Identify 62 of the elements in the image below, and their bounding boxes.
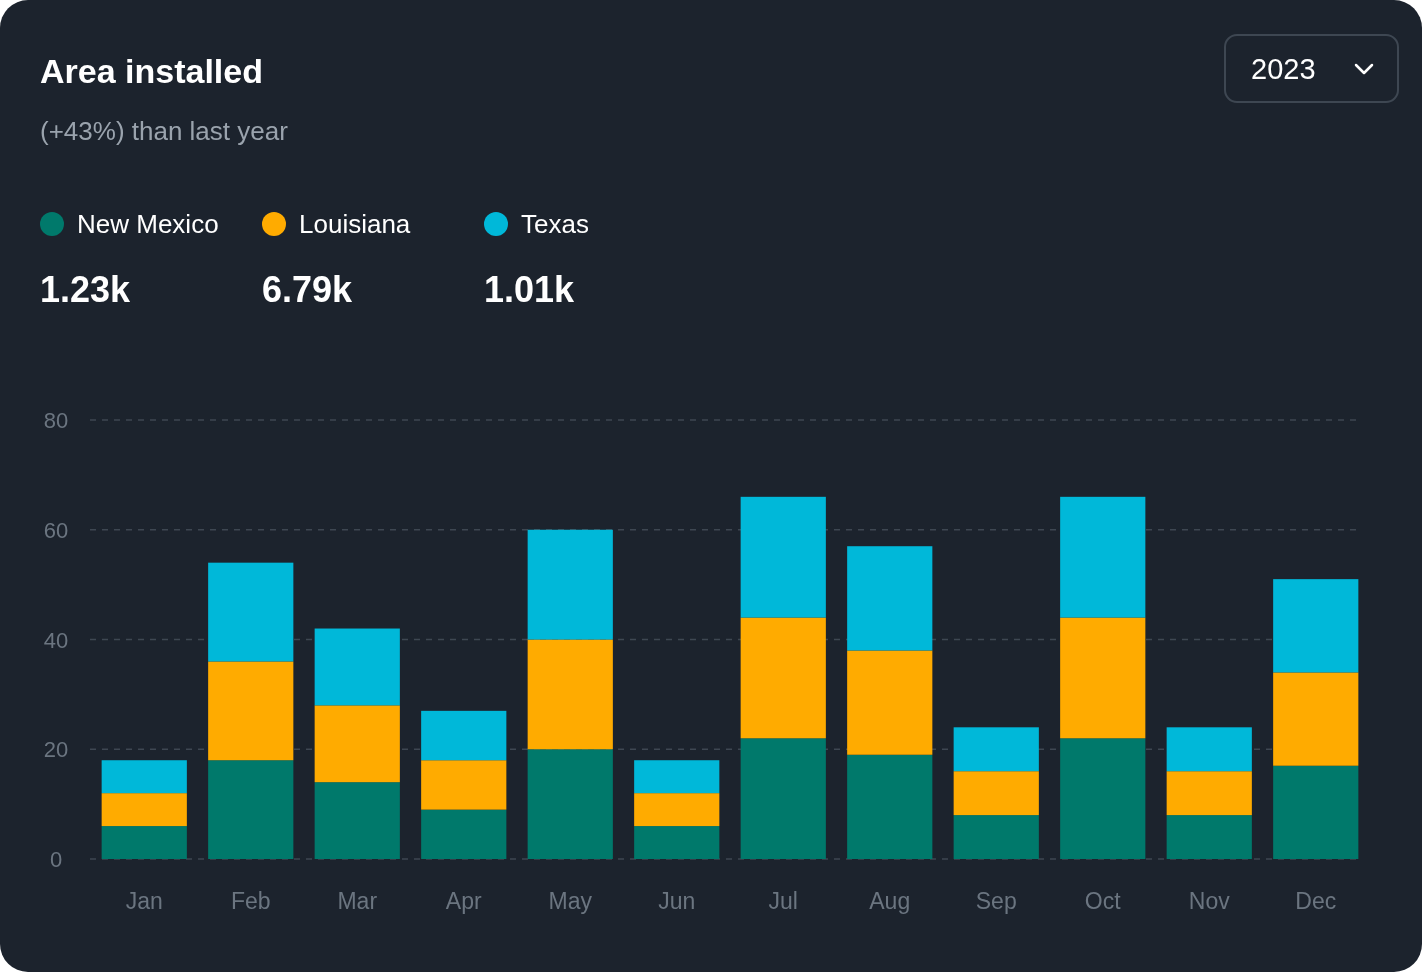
bar <box>314 782 400 859</box>
bar <box>421 760 507 810</box>
x-tick-label: Jul <box>768 888 798 914</box>
bar <box>1166 771 1252 816</box>
bar <box>740 738 826 859</box>
x-tick-label: Aug <box>869 888 911 914</box>
text: 6.79k <box>262 269 354 310</box>
bar <box>1166 815 1252 859</box>
bar <box>314 628 400 706</box>
legend-label: New Mexico <box>77 209 219 239</box>
bar <box>953 771 1039 816</box>
x-tick-label: Oct <box>1084 888 1122 914</box>
text: 1.23k <box>40 269 132 310</box>
bar <box>1273 672 1359 766</box>
x-tick-label: Apr <box>445 888 482 914</box>
chart-subtitle: (+43%) than last year <box>40 116 289 146</box>
x-tick-label: Dec <box>1295 888 1337 914</box>
y-tick-label: 60 <box>43 517 69 543</box>
bar <box>208 661 294 761</box>
y-tick-label: 20 <box>43 737 69 763</box>
bar <box>101 793 187 827</box>
bar <box>1273 765 1359 859</box>
x-tick-label: May <box>548 888 593 914</box>
x-tick-label: Sep <box>975 888 1017 914</box>
bar <box>847 754 933 859</box>
y-tick-label: 80 <box>43 408 69 433</box>
bar <box>208 760 294 859</box>
bar <box>953 815 1039 859</box>
bar <box>847 546 933 651</box>
text: 1.01k <box>484 269 576 310</box>
y-tick-label: 40 <box>43 627 69 653</box>
bar <box>421 809 507 859</box>
bar <box>527 749 613 859</box>
bar <box>1060 496 1146 618</box>
y-tick-label: 0 <box>49 847 63 872</box>
bar <box>1166 727 1252 772</box>
bar <box>953 727 1039 772</box>
x-tick-label: Feb <box>230 888 271 914</box>
bar <box>1060 738 1146 859</box>
x-tick-label: Mar <box>337 888 378 914</box>
text: 2023 <box>1251 53 1316 85</box>
bar <box>1060 617 1146 739</box>
bar <box>101 826 187 859</box>
bar <box>740 496 826 618</box>
x-tick-label: Nov <box>1188 888 1231 914</box>
x-tick-label: Jun <box>658 888 696 914</box>
bar <box>740 617 826 739</box>
bar <box>208 562 294 662</box>
bar <box>634 760 720 794</box>
chart-title: Area installed <box>40 52 263 90</box>
bar <box>527 529 613 640</box>
bar <box>527 639 613 750</box>
legend-label: Texas <box>521 209 589 239</box>
x-tick-label: Jan <box>125 888 163 914</box>
bar <box>101 760 187 794</box>
bar <box>314 705 400 783</box>
legend-label: Louisiana <box>299 209 411 239</box>
bar <box>421 710 507 761</box>
bar <box>634 793 720 827</box>
bar <box>1273 579 1359 673</box>
bar <box>634 826 720 859</box>
bar <box>847 650 933 755</box>
